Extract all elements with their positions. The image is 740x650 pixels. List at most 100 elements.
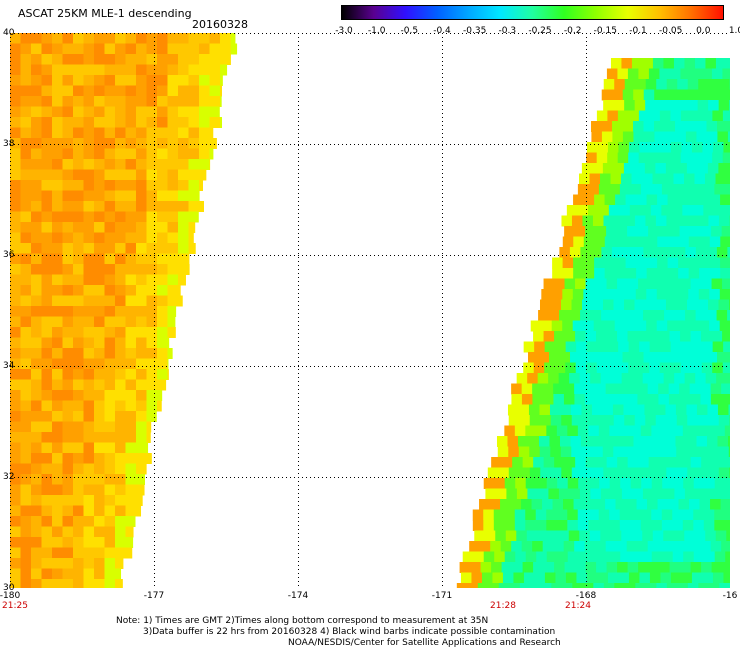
swath-cell (94, 568, 105, 580)
swath-cell (10, 316, 21, 328)
swath-cell (502, 572, 514, 584)
swath-cell (584, 394, 596, 405)
swath-cell (718, 415, 730, 426)
swath-cell (579, 373, 591, 384)
swath-cell (596, 331, 608, 342)
swath-cell (178, 232, 189, 244)
swath-cell (188, 243, 196, 254)
swath-cell (521, 541, 533, 552)
time-label: 21:24 (565, 601, 591, 611)
swath-cell (125, 463, 137, 475)
swath-cell (650, 205, 662, 216)
swath-cell (536, 478, 548, 489)
swath-cell (648, 562, 660, 573)
swath-cell (566, 205, 578, 216)
swath-cell (676, 446, 688, 458)
swath-cell (52, 484, 63, 496)
swath-cell (41, 316, 53, 328)
swath-cell (136, 264, 147, 275)
swath-cell (605, 499, 617, 510)
swath-cell (31, 484, 42, 496)
swath-cell (570, 404, 582, 416)
swath-cell (104, 505, 116, 517)
swath-cell (528, 436, 540, 447)
swath-cell (667, 289, 679, 300)
swath-cell (31, 327, 42, 338)
swath-cell (570, 352, 582, 363)
swath-cell (528, 352, 540, 363)
swath-cell (727, 131, 730, 143)
swath-cell (674, 488, 686, 500)
swath-cell (535, 509, 547, 521)
swath-cell (157, 327, 168, 338)
swath-cell (702, 142, 714, 153)
swath-cell (146, 64, 158, 76)
swath-cell (20, 432, 32, 443)
swath-cell (188, 75, 200, 86)
swath-cell (73, 358, 84, 370)
swath-cell (104, 180, 116, 191)
swath-cell (157, 316, 168, 328)
swath-cell (52, 117, 63, 128)
swath-cell (624, 583, 636, 588)
swath-cell (125, 201, 137, 212)
swath-cell (649, 110, 661, 122)
swath-cell (20, 54, 32, 65)
swath-cell (726, 173, 730, 185)
swath-cell (685, 352, 697, 363)
swath-cell (10, 369, 21, 380)
swath-cell (541, 320, 553, 332)
swath-cell (10, 285, 21, 296)
swath-cell (83, 327, 95, 338)
swath-cell (73, 148, 84, 160)
swath-cell (716, 247, 728, 258)
swath-cell (544, 362, 556, 374)
longitude-label: -168 (575, 591, 597, 601)
swath-cell (62, 64, 74, 76)
swath-cell (20, 379, 32, 391)
swath-cell (697, 446, 709, 458)
swath-cell (94, 33, 105, 44)
latitude-label: 38 (3, 139, 15, 149)
swath-cell (41, 568, 53, 580)
note-line-1: Note: 1) Times are GMT 2)Times along bot… (116, 616, 489, 626)
colorbar-tick-label: -0.15 (593, 26, 617, 36)
swath-cell (104, 358, 116, 370)
swath-cell (709, 236, 721, 248)
swath-cell (713, 205, 725, 216)
swath-cell (571, 415, 583, 426)
swath-cell (10, 526, 21, 538)
swath-cell (52, 327, 63, 338)
swath-cell (20, 190, 32, 202)
swath-cell (52, 190, 63, 202)
swath-cell (209, 127, 214, 139)
swath-cell (571, 215, 583, 227)
swath-cell (146, 337, 158, 349)
swath-cell (728, 163, 730, 174)
swath-cell (684, 530, 696, 542)
swath-cell (679, 394, 691, 405)
swath-cell (590, 247, 602, 258)
swath-cell (62, 558, 74, 569)
swath-cell (41, 379, 53, 391)
swath-cell (497, 446, 509, 458)
swath-cell (41, 295, 53, 307)
swath-cell (591, 121, 603, 132)
swath-cell (492, 572, 504, 584)
swath-cell (52, 306, 63, 317)
swath-cell (10, 232, 21, 244)
swath-cell (199, 85, 210, 97)
swath-cell (716, 310, 728, 321)
swath-cell (157, 138, 168, 149)
swath-cell (606, 562, 618, 573)
swath-cell (484, 530, 496, 542)
swath-cell (709, 268, 721, 279)
swath-cell (83, 75, 95, 86)
swath-cell (725, 551, 730, 563)
swath-cell (115, 274, 126, 286)
swath-cell (41, 232, 53, 244)
swath-cell (559, 247, 571, 258)
swath-cell (544, 341, 556, 353)
swath-cell (539, 446, 551, 458)
swath-cell (648, 68, 660, 80)
